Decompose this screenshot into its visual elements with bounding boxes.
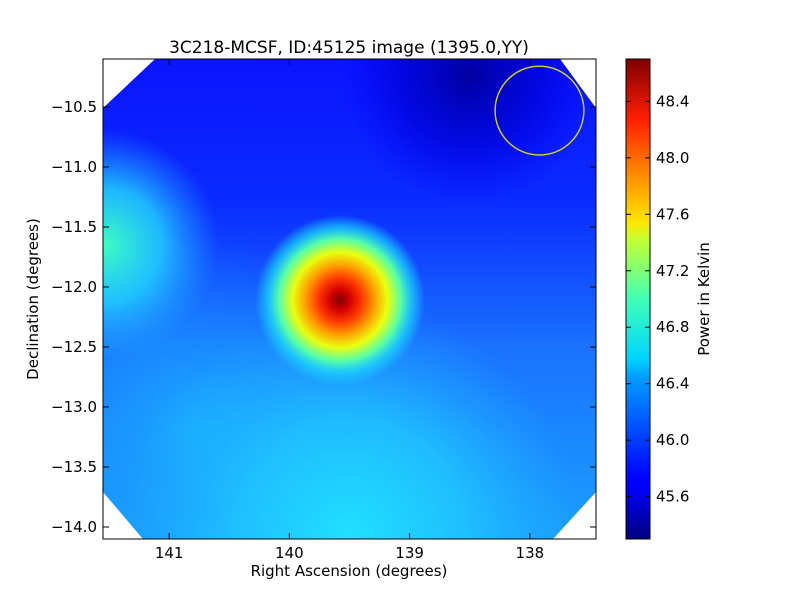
- colorbar-tick-label: 47.2: [656, 262, 689, 280]
- y-tick-label: −14.0: [51, 518, 97, 536]
- colorbar-tick-label: 47.6: [656, 205, 689, 223]
- colorbar-label: Power in Kelvin: [695, 242, 713, 356]
- y-tick-label: −13.0: [51, 398, 97, 416]
- y-tick-label: −13.5: [51, 458, 97, 476]
- x-tick-label: 140: [275, 544, 304, 562]
- colorbar-tick-label: 45.6: [656, 488, 689, 506]
- heatmap-image: [103, 59, 596, 539]
- colorbar-tick-label: 48.0: [656, 149, 689, 167]
- colorbar: [625, 58, 651, 540]
- x-axis-ticks: 141 140 139 138: [155, 59, 544, 562]
- x-tick-label: 138: [516, 544, 545, 562]
- y-axis-ticks: −10.5 −11.0 −11.5 −12.0 −12.5 −13.0 −13.5 −14.0: [51, 98, 596, 536]
- y-tick-label: −12.0: [51, 278, 97, 296]
- y-tick-label: −11.0: [51, 158, 97, 176]
- x-tick-label: 139: [395, 544, 424, 562]
- beam-circle: [494, 65, 585, 156]
- x-tick-label: 141: [155, 544, 184, 562]
- plot-frame: [102, 58, 597, 540]
- colorbar-tick-label: 46.0: [656, 431, 689, 449]
- heatmap-peak-source: [103, 59, 596, 539]
- x-axis-label: Right Ascension (degrees): [251, 562, 448, 580]
- y-tick-label: −12.5: [51, 338, 97, 356]
- y-axis-label: Declination (degrees): [24, 218, 42, 380]
- y-tick-label: −10.5: [51, 98, 97, 116]
- colorbar-tick-label: 48.4: [656, 92, 689, 110]
- colorbar-ticks: 45.6 46.0 46.4 46.8 47.2 47.6 48.0 48.4: [626, 92, 689, 506]
- y-tick-label: −11.5: [51, 218, 97, 236]
- colorbar-tick-label: 46.4: [656, 375, 689, 393]
- colorbar-tick-label: 46.8: [656, 318, 689, 336]
- chart-title: 3C218-MCSF, ID:45125 image (1395.0,YY): [169, 38, 529, 58]
